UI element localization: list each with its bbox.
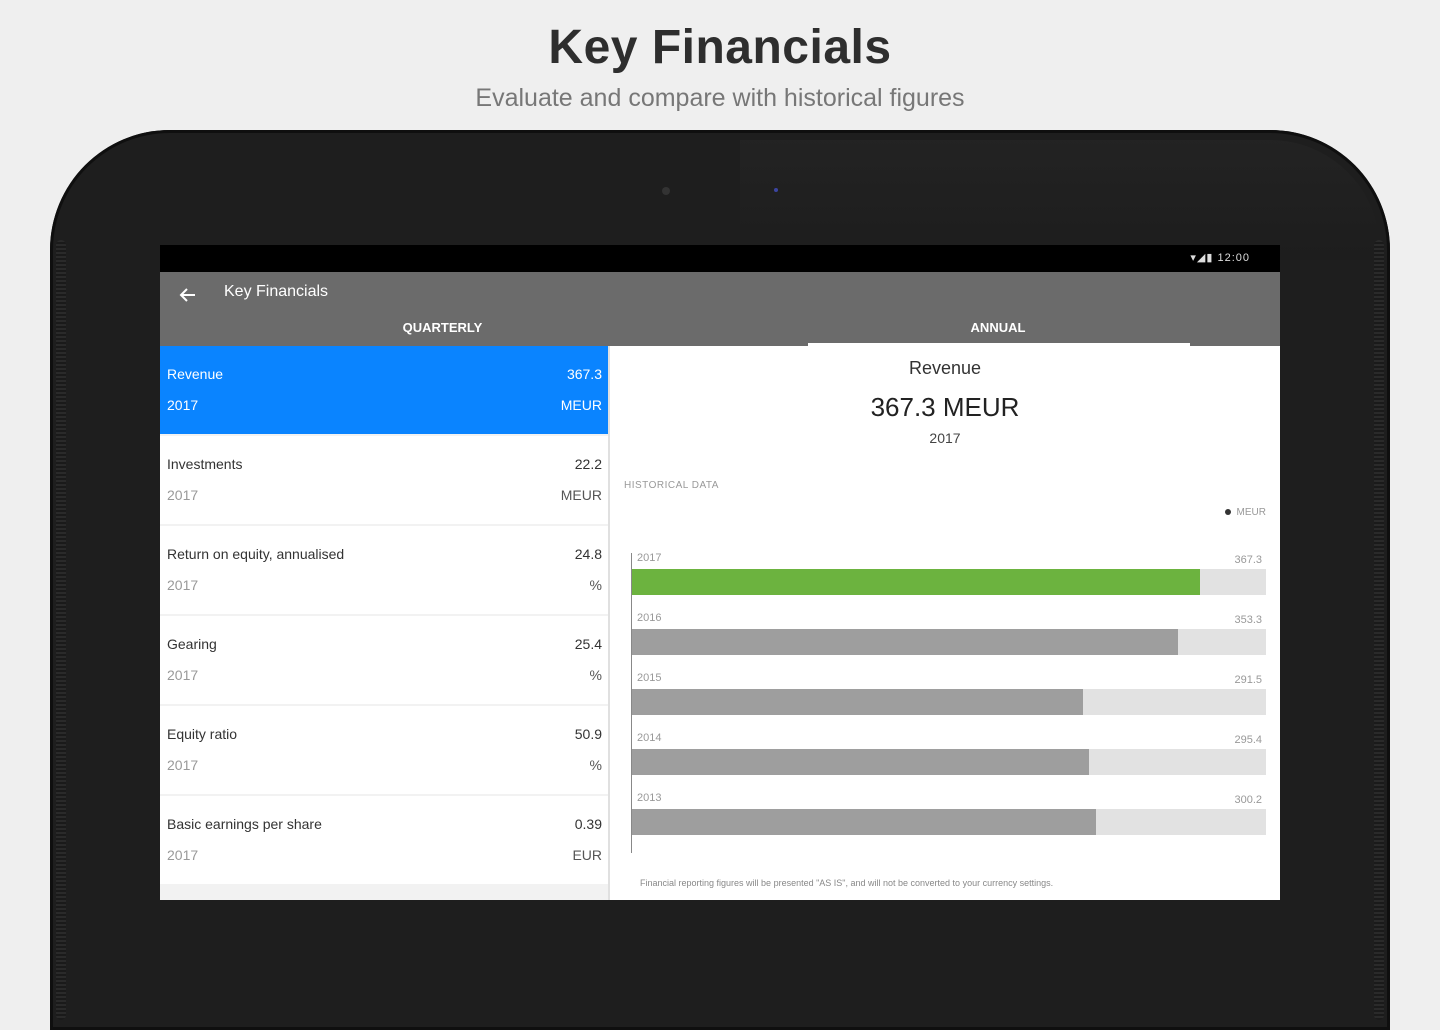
item-value: 367.3 xyxy=(566,366,602,382)
item-value: 50.9 xyxy=(574,726,602,742)
bar-value-label: 367.3 xyxy=(1234,554,1262,566)
status-icons: ▾◢▮ 12:00 xyxy=(1190,252,1250,264)
item-year: 2017 xyxy=(167,577,199,593)
camera-icon xyxy=(662,187,670,195)
bar-value-label: 300.2 xyxy=(1234,794,1262,806)
bar-row-2013: 2013 300.2 xyxy=(632,792,1266,850)
app-bar: Key Financials QUARTERLY ANNUAL xyxy=(160,272,1280,346)
speaker-left xyxy=(56,240,66,1020)
item-unit: % xyxy=(589,757,602,773)
item-year: 2017 xyxy=(167,847,199,863)
item-unit: % xyxy=(589,577,602,593)
list-item-earnings-per-share[interactable]: Basic earnings per share 2017 0.39 EUR xyxy=(160,796,608,884)
bar-value-label: 353.3 xyxy=(1234,614,1262,626)
item-year: 2017 xyxy=(167,487,199,503)
list-item-revenue[interactable]: Revenue 2017 367.3 MEUR xyxy=(160,346,608,434)
bar-category-label: 2014 xyxy=(637,732,662,744)
tab-quarterly[interactable]: QUARTERLY xyxy=(402,320,483,335)
status-bar: ▾◢▮ 12:00 xyxy=(160,245,1280,272)
item-label: Equity ratio xyxy=(167,726,238,742)
bar-row-2016: 2016 353.3 xyxy=(632,612,1266,670)
list-item-return-on-equity[interactable]: Return on equity, annualised 2017 24.8 % xyxy=(160,526,608,614)
item-value: 0.39 xyxy=(574,816,602,832)
item-value: 22.2 xyxy=(574,456,602,472)
item-year: 2017 xyxy=(167,757,199,773)
historical-data-title: HISTORICAL DATA xyxy=(624,480,719,491)
bar-value-label: 291.5 xyxy=(1234,674,1262,686)
bar-track xyxy=(632,569,1266,595)
item-label: Investments xyxy=(167,456,243,472)
tab-indicator xyxy=(808,343,1190,346)
legend-dot-icon xyxy=(1224,509,1231,516)
item-value: 25.4 xyxy=(574,636,602,652)
item-label: Return on equity, annualised xyxy=(167,546,345,562)
chart-axis xyxy=(631,553,632,853)
promo-title: Key Financials xyxy=(548,21,892,74)
item-label: Basic earnings per share xyxy=(167,816,322,832)
detail-label: Revenue xyxy=(908,358,982,378)
bar-row-2017: 2017 367.3 xyxy=(632,552,1266,610)
list-item-gearing[interactable]: Gearing 2017 25.4 % xyxy=(160,616,608,704)
bar-value-label: 295.4 xyxy=(1234,734,1262,746)
app-title: Key Financials xyxy=(224,283,329,300)
tablet-sheen xyxy=(740,140,1380,260)
bar-2016 xyxy=(632,629,1178,655)
item-label: Gearing xyxy=(167,636,217,652)
bar-track xyxy=(632,689,1266,715)
item-label: Revenue xyxy=(167,366,224,382)
bar-track xyxy=(632,749,1266,775)
item-value: 24.8 xyxy=(574,546,602,562)
item-unit: MEUR xyxy=(560,487,602,503)
device-screen: ▾◢▮ 12:00 Key Financials QUARTERLY ANNUA… xyxy=(160,245,1280,900)
bar-2014 xyxy=(632,749,1089,775)
detail-year: 2017 xyxy=(929,430,961,446)
detail-pane: Revenue 367.3 MEUR 2017 HISTORICAL DATA … xyxy=(610,346,1280,900)
bar-category-label: 2016 xyxy=(637,612,662,624)
currency-footnote: Financial reporting figures will be pres… xyxy=(640,878,1054,888)
chart-legend: MEUR xyxy=(1224,507,1266,518)
promo-subtitle: Evaluate and compare with historical fig… xyxy=(475,84,965,112)
tab-annual[interactable]: ANNUAL xyxy=(970,320,1026,335)
item-unit: MEUR xyxy=(560,397,602,413)
bar-row-2014: 2014 295.4 xyxy=(632,732,1266,790)
bar-row-2015: 2015 291.5 xyxy=(632,672,1266,730)
bar-category-label: 2013 xyxy=(637,792,662,804)
arrow-left-icon xyxy=(179,288,195,302)
bar-track xyxy=(632,629,1266,655)
bar-category-label: 2017 xyxy=(637,552,662,564)
item-unit: EUR xyxy=(572,847,602,863)
list-item-equity-ratio[interactable]: Equity ratio 2017 50.9 % xyxy=(160,706,608,794)
bar-2013 xyxy=(632,809,1096,835)
legend-label: MEUR xyxy=(1236,507,1266,518)
key-figures-list: Revenue 2017 367.3 MEUR Investments 2017… xyxy=(160,346,610,900)
bar-2015 xyxy=(632,689,1083,715)
item-year: 2017 xyxy=(167,397,199,413)
bar-category-label: 2015 xyxy=(637,672,662,684)
back-button[interactable] xyxy=(174,281,202,309)
bar-2017 xyxy=(632,569,1200,595)
item-year: 2017 xyxy=(167,667,199,683)
speaker-right xyxy=(1374,240,1384,1020)
list-item-investments[interactable]: Investments 2017 22.2 MEUR xyxy=(160,436,608,524)
item-unit: % xyxy=(589,667,602,683)
bar-track xyxy=(632,809,1266,835)
detail-value: 367.3 MEUR xyxy=(870,392,1020,422)
sensor-icon xyxy=(774,188,778,192)
